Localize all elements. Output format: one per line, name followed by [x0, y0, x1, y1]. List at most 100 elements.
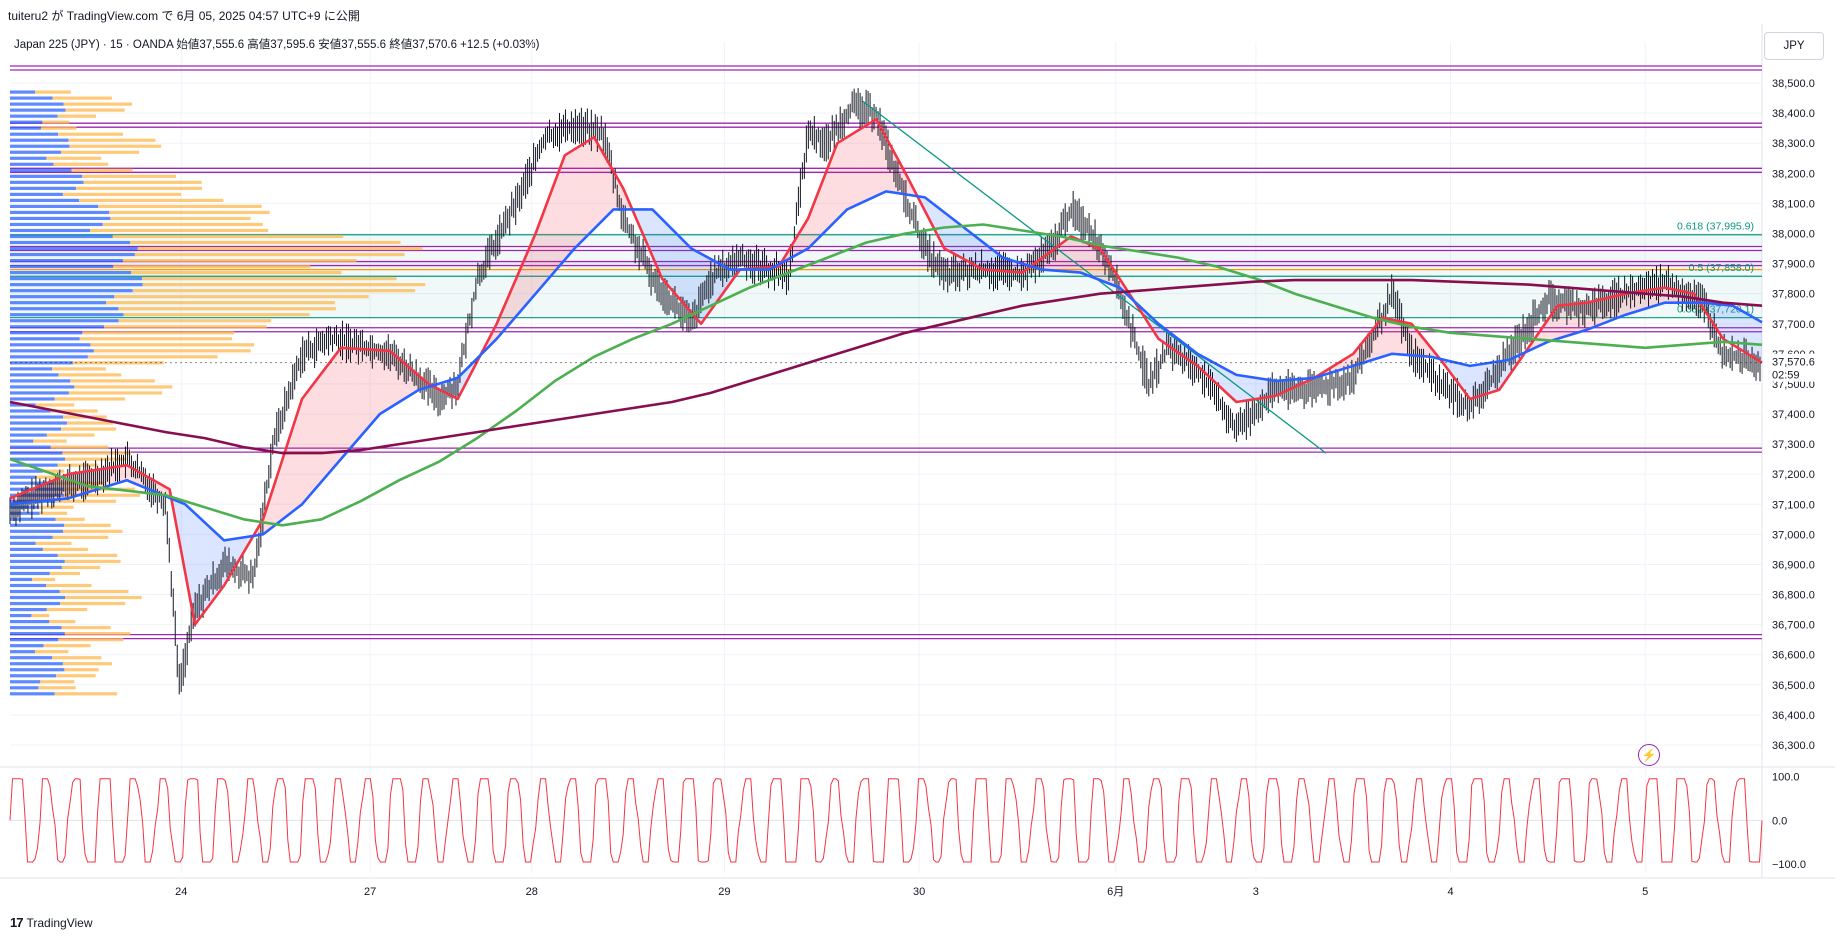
ema-cloud-segment: [1085, 242, 1091, 277]
ema-cloud-segment: [1465, 364, 1470, 399]
volume-bar-down: [137, 246, 423, 251]
volume-bar-down: [75, 186, 203, 190]
ema-cloud-segment: [214, 531, 220, 599]
time-tick-label: 30: [913, 886, 925, 898]
volume-bar-down: [109, 210, 270, 215]
volume-bar-up: [10, 271, 132, 275]
volume-bar-down: [93, 349, 251, 353]
volume-bar-down: [58, 373, 122, 377]
volume-bar-up: [10, 144, 70, 148]
volume-bar-down: [31, 613, 50, 618]
volume-bar-up: [10, 451, 63, 455]
ema-cloud-segment: [608, 162, 614, 215]
volume-bar-up: [10, 367, 53, 371]
volume-bar-down: [55, 499, 116, 503]
ema-cloud-segment: [1742, 311, 1748, 354]
volume-bar-down: [32, 577, 56, 582]
volume-bar-down: [64, 595, 142, 600]
volume-bar-up: [10, 475, 37, 479]
volume-bar-up: [10, 656, 53, 660]
ema-cloud-segment: [1557, 305, 1563, 339]
ema-cloud-segment: [365, 349, 371, 431]
volume-bar-up: [10, 373, 59, 377]
ema-cloud-segment: [204, 522, 210, 612]
ema-cloud-segment: [667, 224, 672, 290]
volume-bar-up: [10, 523, 65, 527]
volume-bar-down: [118, 319, 272, 323]
volume-bar-down: [61, 626, 111, 630]
ema-cloud-segment: [1251, 377, 1256, 400]
volume-bar-down: [52, 656, 102, 660]
price-tick-label: 36,700.0: [1772, 620, 1815, 632]
ema-cloud-segment: [832, 143, 838, 225]
volume-bar-down: [54, 692, 118, 696]
volume-bar-up: [10, 385, 75, 389]
ema-cloud-segment: [959, 223, 964, 260]
ema-cloud-segment: [589, 137, 594, 234]
volume-bar-down: [57, 114, 96, 118]
price-tick-label: 37,000.0: [1772, 529, 1815, 541]
ema-cloud-segment: [1640, 290, 1646, 311]
volume-bar-down: [142, 283, 426, 287]
volume-bar-down: [39, 511, 68, 515]
volume-bar-up: [10, 457, 66, 461]
ema-cloud-segment: [598, 145, 604, 225]
volume-bar-down: [82, 174, 176, 178]
volume-bar-up: [10, 162, 54, 166]
ema-cloud-segment: [594, 137, 599, 229]
volume-bar-down: [53, 162, 109, 166]
volume-bar-up: [10, 222, 103, 227]
ema-cloud-segment: [112, 466, 118, 485]
volume-bar-up: [10, 114, 58, 118]
volume-bar-up: [10, 319, 119, 323]
ema-cloud-segment: [1596, 299, 1602, 327]
volume-bar-up: [10, 583, 47, 588]
volume-bar-up: [10, 686, 39, 690]
volume-bar-up: [10, 283, 143, 287]
price-tick-label: 37,700.0: [1772, 319, 1815, 331]
volume-bar-up: [10, 240, 130, 245]
volume-bar-up: [10, 469, 43, 473]
ema-cloud-segment: [681, 238, 687, 307]
volume-bar-up: [10, 325, 104, 329]
ema-cloud-segment: [370, 349, 375, 426]
ema-cloud-segment: [1708, 303, 1714, 324]
volume-bar-up: [10, 228, 90, 233]
volume-bar-up: [10, 186, 76, 190]
volume-bar-up: [10, 535, 53, 539]
ema-cloud-segment: [1260, 378, 1266, 399]
volume-bar-down: [79, 337, 233, 341]
volume-bar-up: [10, 620, 50, 624]
ema-cloud-segment: [1231, 372, 1237, 402]
ema-slow-line: [9, 223, 1763, 527]
volume-bar-up: [10, 132, 59, 136]
volume-bar-down: [42, 120, 70, 124]
ema-long-line: [9, 278, 1763, 455]
price-candles: [9, 88, 1761, 695]
volume-bar-up: [10, 102, 64, 106]
volume-bar-up: [10, 391, 69, 395]
ema-cloud-segment: [199, 517, 205, 619]
grid-lines: [10, 42, 1762, 873]
volume-bar-down: [123, 313, 310, 317]
volume-bar-down: [98, 204, 262, 209]
volume-bar-down: [69, 144, 162, 148]
volume-bar-down: [64, 493, 140, 497]
volume-bar-down: [58, 132, 124, 136]
volume-bar-down: [55, 674, 96, 678]
volume-bar-down: [34, 650, 69, 654]
volume-bar-up: [10, 331, 83, 335]
ema-cloud-segment: [1226, 369, 1232, 398]
time-tick-label: 28: [526, 886, 538, 898]
lightning-icon[interactable]: ⚡: [1638, 744, 1660, 766]
ema-cloud-segment: [968, 231, 974, 265]
volume-bar-up: [10, 445, 51, 449]
price-tick-label: 37,500.0: [1772, 379, 1815, 391]
volume-bar-down: [52, 96, 112, 100]
volume-bar-up: [10, 174, 83, 178]
currency-button[interactable]: JPY: [1764, 32, 1824, 60]
ema-cloud-segment: [963, 227, 969, 262]
volume-bar-down: [106, 301, 335, 305]
ema-cloud-segment: [68, 473, 74, 499]
